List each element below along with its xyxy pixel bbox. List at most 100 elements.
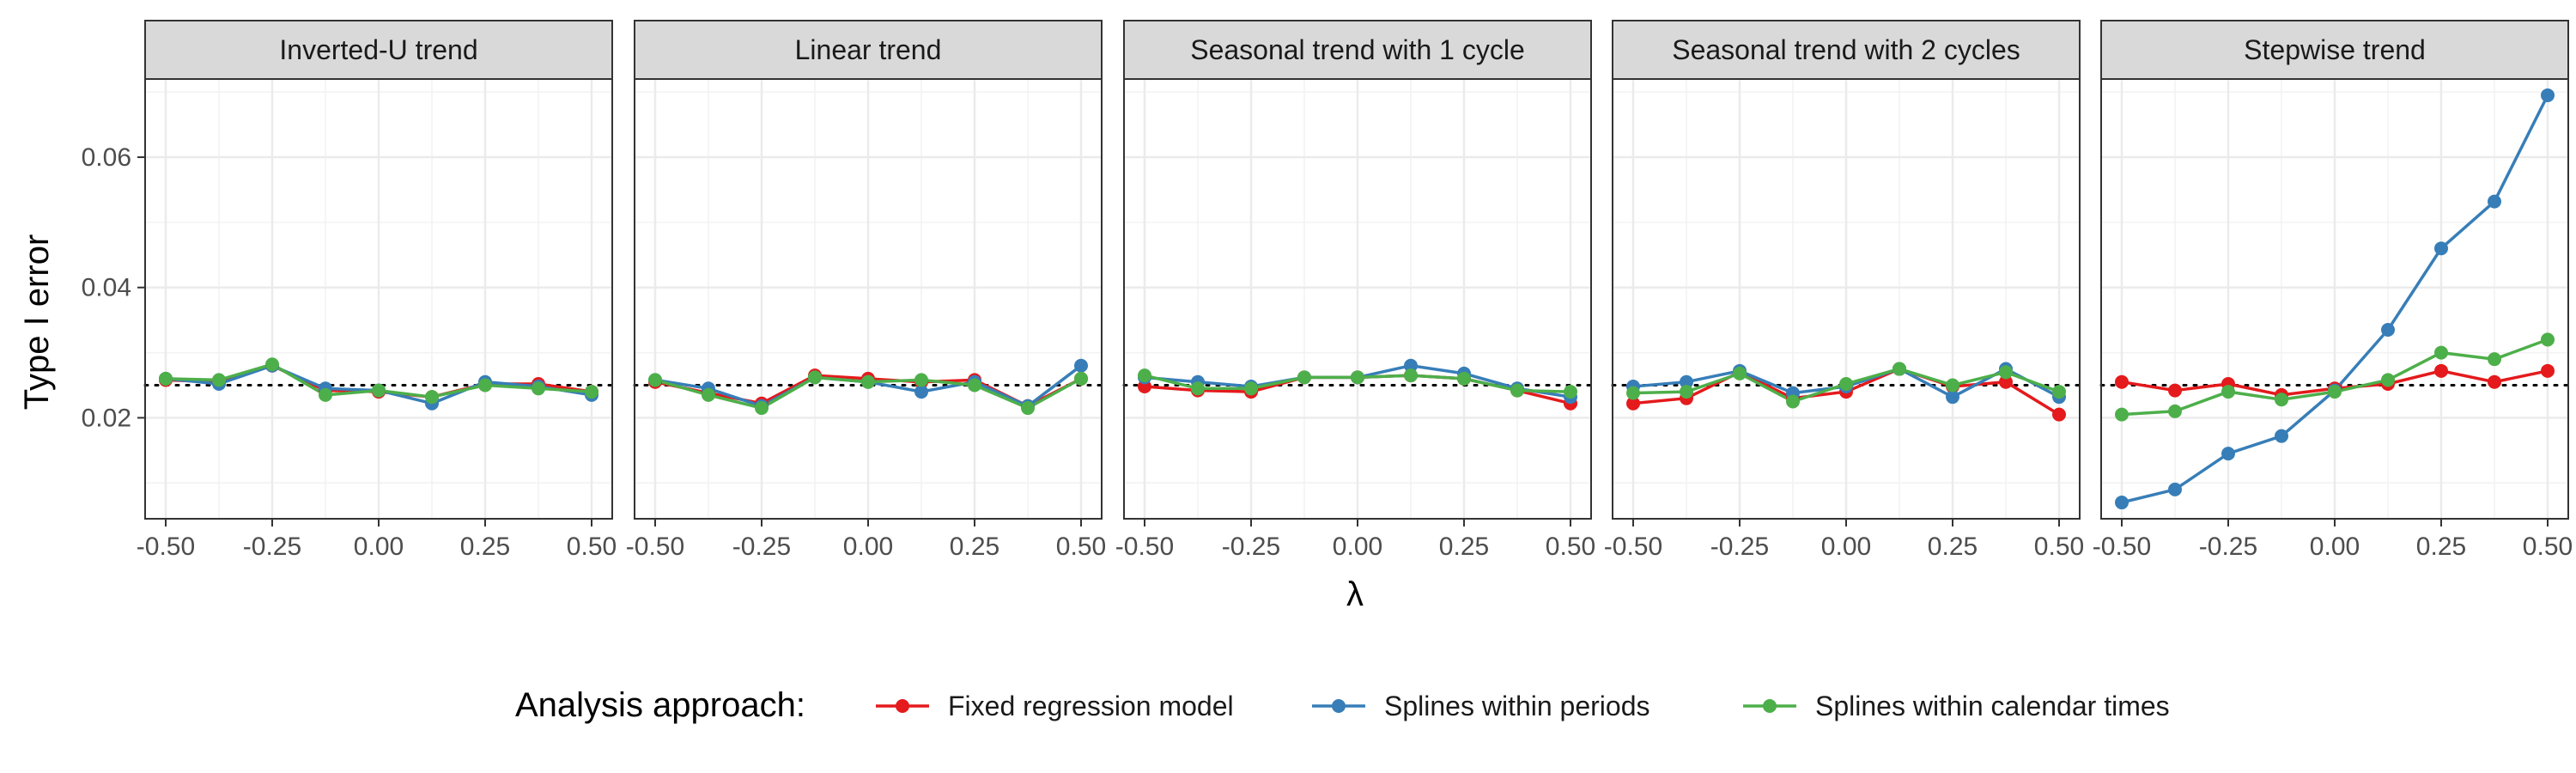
data-point: [755, 401, 769, 416]
data-point: [1021, 401, 1035, 416]
legend-title: Analysis approach:: [515, 686, 805, 724]
data-point: [2221, 385, 2235, 399]
data-point: [2541, 363, 2555, 378]
x-tick-label: -0.25: [1710, 533, 1769, 561]
x-tick-label: 0.00: [354, 533, 404, 561]
strip-background: [1123, 20, 1592, 80]
data-point: [1351, 370, 1364, 385]
strip-title: Linear trend: [795, 34, 942, 65]
x-tick-label: 0.00: [2310, 533, 2360, 561]
x-tick-label: 0.00: [1333, 533, 1382, 561]
data-point: [532, 381, 545, 396]
legend-item: Fixed regression model: [876, 691, 1234, 721]
data-point: [1786, 394, 1800, 409]
x-tick-label: 0.50: [567, 533, 617, 561]
data-point: [2488, 352, 2501, 367]
x-tick-label: 0.25: [1439, 533, 1489, 561]
x-tick-label: 0.00: [843, 533, 893, 561]
legend-item: Splines within periods: [1312, 691, 1650, 721]
data-point: [968, 378, 981, 393]
strip-background: [634, 20, 1103, 80]
data-point: [2115, 407, 2129, 422]
legend-label: Fixed regression model: [948, 691, 1234, 721]
x-tick-label: -0.25: [2199, 533, 2257, 561]
data-point: [1074, 371, 1088, 386]
panel-2: Linear trend -0.50 -0.25 0.00 0.25 0.50: [626, 20, 1106, 561]
legend-label: Splines within periods: [1384, 691, 1650, 721]
x-tick-label: 0.50: [2034, 533, 2084, 561]
x-tick-label: -0.50: [626, 533, 684, 561]
x-tick-label: 0.50: [1546, 533, 1595, 561]
data-point: [1074, 358, 1088, 373]
legend-key-point: [1332, 699, 1346, 713]
strip-title: Seasonal trend with 2 cycles: [1672, 34, 2020, 65]
data-point: [2541, 332, 2555, 347]
data-point: [1457, 371, 1471, 386]
data-point: [1297, 370, 1311, 385]
data-point: [1893, 362, 1906, 376]
data-point: [2168, 383, 2182, 398]
data-point: [1244, 381, 1258, 396]
data-point: [1191, 381, 1205, 396]
y-tick-label: 0.04: [82, 274, 131, 302]
x-tick-label: 0.25: [460, 533, 510, 561]
strip-title: Seasonal trend with 1 cycle: [1190, 34, 1525, 65]
data-point: [425, 390, 439, 405]
data-point: [1999, 365, 2013, 380]
data-point: [2434, 241, 2448, 256]
strip-background: [2100, 20, 2569, 80]
x-tick-label: 0.50: [1056, 533, 1106, 561]
x-tick-label: -0.50: [1115, 533, 1174, 561]
data-point: [2381, 323, 2395, 338]
data-point: [1839, 376, 1853, 391]
panel-4: Seasonal trend with 2 cycles -0.50 -0.25 0.…: [1604, 20, 2084, 561]
data-point: [2381, 373, 2395, 387]
data-point: [2052, 407, 2066, 422]
panel-5: Stepwise trend -0.50 -0.25 0.00 0.25 0.50: [2093, 20, 2573, 561]
x-tick-label: -0.50: [2093, 533, 2151, 561]
data-point: [2541, 88, 2555, 102]
data-point: [2434, 363, 2448, 378]
x-tick-label: 0.50: [2523, 533, 2573, 561]
x-tick-label: 0.25: [950, 533, 999, 561]
data-point: [1999, 374, 2013, 389]
data-point: [861, 374, 875, 389]
data-point: [1564, 385, 1577, 399]
data-point: [702, 387, 715, 402]
strip-background: [144, 20, 613, 80]
x-tick-label: -0.25: [732, 533, 791, 561]
strip-title: Stepwise trend: [2244, 34, 2426, 65]
data-point: [2168, 404, 2182, 418]
data-point: [1510, 383, 1524, 398]
data-point: [2221, 447, 2235, 461]
data-point: [2488, 194, 2501, 209]
data-point: [914, 385, 928, 399]
x-tick-label: 0.00: [1821, 533, 1871, 561]
strip-title: Inverted-U trend: [279, 34, 477, 65]
data-point: [319, 387, 332, 402]
legend-item: Splines within calendar times: [1743, 691, 2170, 721]
data-point: [1404, 358, 1418, 373]
legend-key-point: [1763, 699, 1777, 713]
panels: Inverted-U trend -0.50 -0.25 0.00 0.25 0.50 0.…: [82, 20, 2573, 561]
y-tick-label: 0.06: [82, 143, 131, 172]
data-point: [1404, 368, 1418, 383]
y-axis-title: Type I error: [18, 234, 56, 411]
data-point: [2115, 374, 2129, 389]
x-tick-label: -0.50: [1604, 533, 1662, 561]
data-point: [1733, 366, 1747, 380]
data-point: [648, 373, 662, 387]
data-point: [1946, 378, 1959, 393]
data-point: [2275, 393, 2288, 407]
data-point: [914, 373, 928, 387]
panel-1: Inverted-U trend -0.50 -0.25 0.00 0.25 0.50 0.…: [82, 20, 617, 561]
data-point: [2052, 385, 2066, 399]
data-point: [212, 373, 226, 387]
data-point: [372, 383, 386, 398]
data-point: [2488, 374, 2501, 389]
strip-background: [1612, 20, 2081, 80]
data-point: [2328, 385, 2342, 399]
data-point: [159, 371, 173, 386]
x-tick-label: 0.25: [1928, 533, 1978, 561]
